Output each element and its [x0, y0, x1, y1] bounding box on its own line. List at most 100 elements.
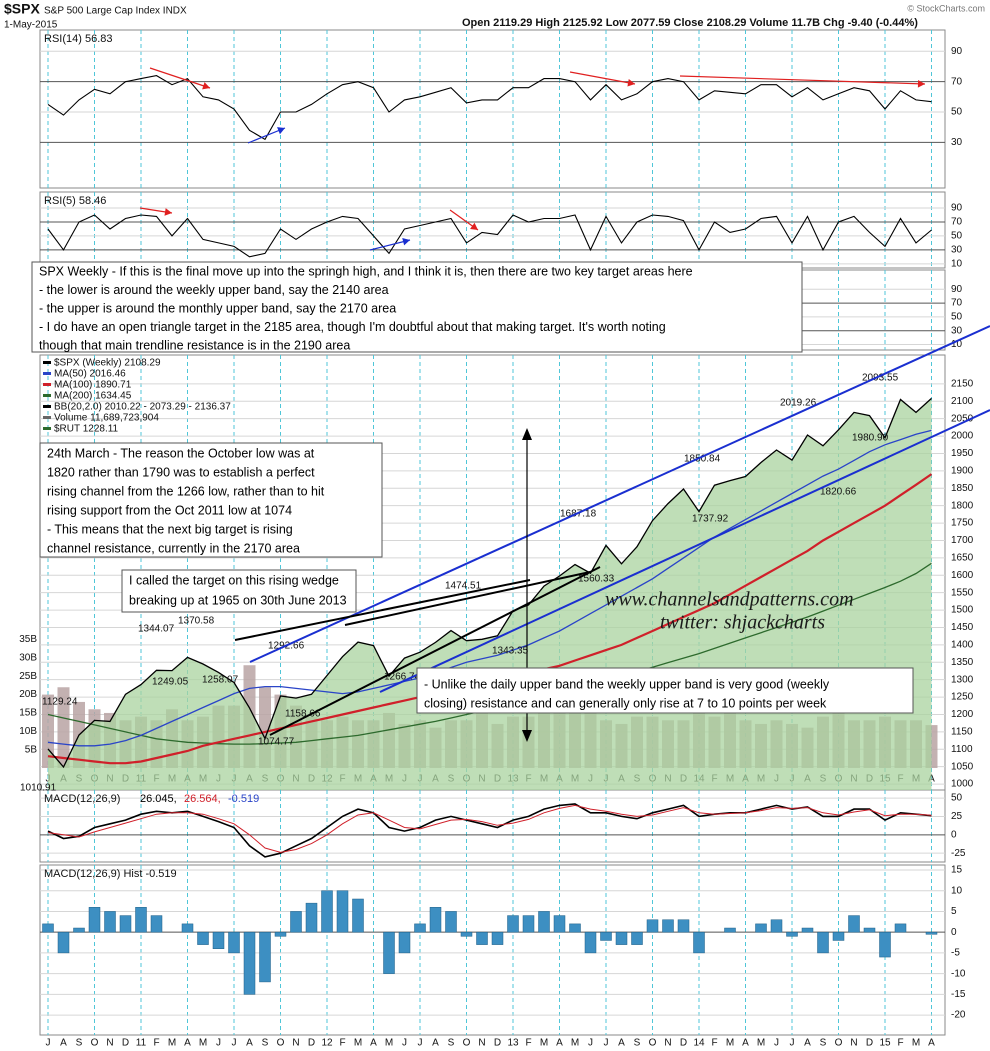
histogram-bar [305, 902, 318, 933]
trend-line [269, 566, 601, 736]
trend-line [234, 579, 531, 641]
y2-tick-label: 25B [19, 671, 37, 682]
y-tick-label: 1250 [951, 692, 974, 703]
histogram-bar [693, 931, 705, 954]
price-label: 1158.66 [285, 709, 321, 720]
volume-bar [57, 687, 70, 768]
x-tick-label: J [774, 1038, 779, 1049]
price-line [47, 397, 932, 769]
price-label: 1980.90 [852, 433, 889, 444]
legend-label: $RUT 1228.11 [54, 424, 119, 435]
y-tick-label: 10 [951, 258, 963, 269]
legend-label: Volume 11,689,723,904 [54, 413, 159, 424]
y-tick-label: 1050 [951, 761, 974, 772]
y-tick-label: 1000 [951, 779, 974, 790]
histogram-bar [817, 931, 829, 954]
y-tick-label: 1100 [951, 744, 973, 755]
panel-frame [39, 29, 946, 189]
histogram-bar [274, 931, 287, 937]
indicator-line [47, 214, 932, 258]
note-line: rising support from the Oct 2011 low at … [47, 503, 292, 517]
y-tick-label: -20 [951, 1010, 966, 1021]
x-tick-label: S [76, 1038, 83, 1049]
y2-tick-label: 20B [19, 689, 37, 700]
divergence-arrow [679, 75, 926, 85]
legend-swatch [43, 383, 51, 386]
x-tick-label: N [478, 1038, 485, 1049]
price-label: 2093.55 [862, 373, 899, 384]
arrow-head [470, 222, 478, 230]
y2-tick-label: 35B [19, 634, 37, 645]
note-line: though that main trendline resistance is… [39, 338, 350, 352]
x-tick-label: D [680, 1038, 687, 1049]
y-tick-label: 1800 [951, 500, 974, 511]
legend-label: BB(20,2.0) 2010.22 - 2073.29 - 2136.37 [54, 402, 231, 413]
legend-swatch [43, 361, 51, 364]
legend-label: MA(50) 2016.46 [54, 369, 126, 380]
y-tick-label: 1550 [951, 587, 974, 598]
histogram-bar [662, 919, 674, 933]
readout: 26.045, [140, 793, 177, 805]
histogram-bar [832, 931, 845, 941]
x-tick-label: 15 [879, 1038, 891, 1049]
divergence-arrow [569, 71, 636, 85]
y-tick-label: 2050 [951, 413, 974, 424]
trend-line [379, 409, 990, 693]
y-tick-label: 2000 [951, 431, 974, 442]
note-line: I called the target on this rising wedge [129, 573, 339, 587]
legend-swatch [43, 405, 51, 408]
price-label: 1687.18 [560, 509, 597, 520]
y-tick-label: 1150 [951, 727, 973, 738]
indicator-line [47, 75, 932, 141]
x-tick-label: S [262, 1038, 269, 1049]
panel-title: RSI(14) 56.83 [44, 33, 112, 45]
note-line: 24th March - The reason the October low … [47, 446, 315, 460]
x-tick-label: A [804, 1038, 811, 1049]
y2-tick-label: 5B [25, 744, 38, 755]
x-tick-label: J [604, 1038, 609, 1049]
histogram-bar [538, 911, 550, 933]
histogram-bar [460, 931, 473, 937]
x-tick-label: M [571, 1038, 579, 1049]
histogram-bar [925, 931, 938, 935]
histogram-bar [677, 919, 690, 933]
x-tick-label: A [742, 1038, 749, 1049]
note-box [39, 442, 383, 558]
y2-tick-label: 10B [19, 726, 37, 737]
price-label: 1737.92 [692, 514, 729, 525]
moving-average [47, 429, 932, 747]
x-tick-label: J [402, 1038, 407, 1049]
arrow-head [627, 78, 635, 87]
y2-tick-label: 15B [19, 708, 37, 719]
x-tick-label: N [106, 1038, 113, 1049]
x-tick-label: A [618, 1038, 625, 1049]
histogram-bar [259, 931, 271, 983]
y-tick-label: 1350 [951, 657, 974, 668]
y-tick-label: 2150 [951, 379, 974, 390]
y-tick-label: 70 [951, 298, 963, 309]
histogram-bar [398, 931, 411, 954]
price-label: 1266.74 [384, 672, 421, 683]
watermark: www.channelsandpatterns.com [605, 589, 854, 611]
y-tick-label: -10 [951, 968, 966, 979]
y2-tick-label: 30B [19, 653, 37, 664]
price-label: 1074.77 [258, 737, 295, 748]
histogram-bar [848, 915, 860, 933]
histogram-bar [786, 931, 798, 937]
histogram-bar [57, 931, 70, 954]
price-label: 1820.66 [820, 487, 857, 498]
x-tick-label: J [232, 1038, 237, 1049]
price-label: 2019.26 [780, 398, 817, 409]
histogram-bar [553, 915, 566, 933]
x-tick-label: F [711, 1038, 717, 1049]
y-tick-label: 90 [951, 203, 963, 214]
x-tick-label: D [122, 1038, 129, 1049]
x-tick-label: J [588, 1038, 593, 1049]
histogram-bar [73, 927, 85, 933]
histogram-bar [476, 931, 488, 945]
arrow-head [917, 79, 925, 88]
y-tick-label: 90 [951, 46, 963, 57]
histogram-bar [801, 927, 814, 933]
histogram-bar [522, 915, 535, 933]
y-tick-label: 70 [951, 217, 963, 228]
